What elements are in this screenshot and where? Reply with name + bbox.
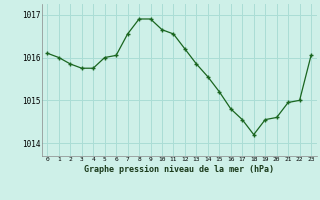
- X-axis label: Graphe pression niveau de la mer (hPa): Graphe pression niveau de la mer (hPa): [84, 165, 274, 174]
